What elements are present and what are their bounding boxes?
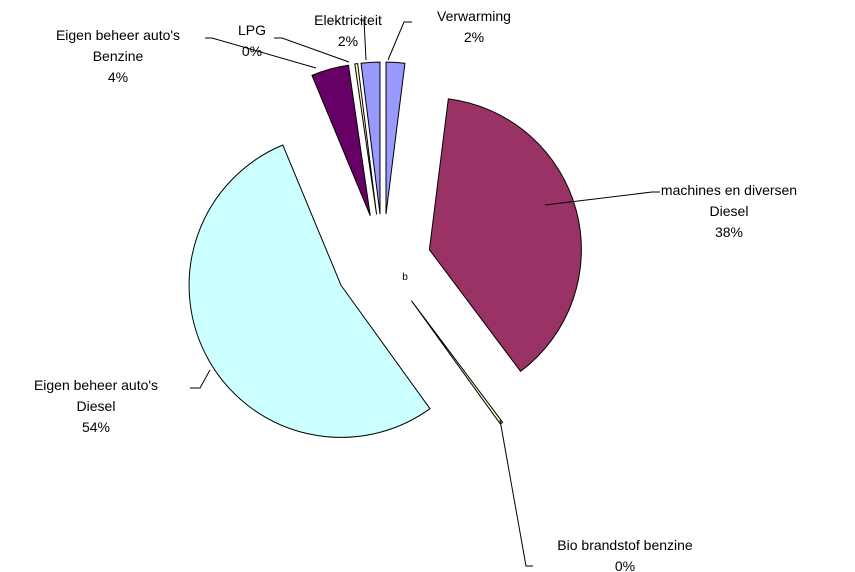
value-label: 38% [715,224,743,240]
value-label: 54% [82,419,110,435]
value-label: 2% [464,29,484,45]
leader-line [499,419,533,567]
leader-line [205,37,317,69]
leader-line [387,21,412,61]
pie-slice [428,98,582,373]
value-label: 4% [108,69,128,85]
value-label: 2% [338,33,358,49]
pie-slice [311,64,371,216]
slice-label: Elektriciteit [314,12,382,28]
slice-label: LPG [238,22,266,38]
value-label: 0% [242,43,262,59]
slice-label: Bio brandstof benzine [557,537,693,553]
leader-line [544,191,660,206]
value-label: 0% [615,558,635,572]
leader-line [190,369,211,389]
pie-slice [354,63,378,215]
pie-slice [360,61,381,215]
leader-line [274,37,350,63]
slice-label: machines en diversen Diesel [661,182,797,219]
slice-label: Eigen beheer auto's Diesel [34,377,158,414]
pie-slice [188,144,431,438]
slice-label: Verwarming [437,8,511,24]
annotation: b [402,272,408,283]
slice-label: Eigen beheer auto's Benzine [56,27,180,64]
pie-slice [385,61,406,215]
leader-line [360,19,367,61]
